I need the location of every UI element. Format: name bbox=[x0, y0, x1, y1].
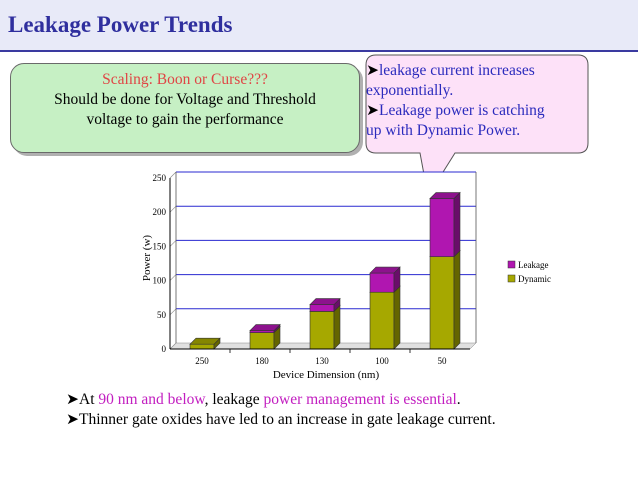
bar-leakage bbox=[249, 330, 275, 333]
x-tick-label: 50 bbox=[438, 356, 448, 366]
bullet-list: ➤At 90 nm and below, leakage power manag… bbox=[66, 390, 496, 430]
y-axis-label: Power (w) bbox=[141, 235, 153, 281]
scaling-note-box: Scaling: Boon or Curse??? Should be done… bbox=[10, 63, 360, 153]
bar-dynamic-top bbox=[189, 337, 221, 345]
gridline-side bbox=[169, 240, 177, 247]
callout-line2: exponentially. bbox=[366, 82, 454, 99]
y-tick-label: 150 bbox=[153, 241, 167, 251]
chart-legend: Leakage Dynamic bbox=[507, 260, 551, 284]
legend-label: Leakage bbox=[518, 260, 548, 270]
bar-leakage-top bbox=[309, 298, 341, 305]
bullet-1: ➤At 90 nm and below, leakage power manag… bbox=[66, 391, 461, 408]
y-tick-label: 0 bbox=[162, 344, 167, 354]
bar-leakage-top bbox=[369, 266, 401, 274]
chart-grid bbox=[169, 171, 477, 350]
arrow-bullet-icon: ➤ bbox=[366, 102, 379, 119]
gridline-side bbox=[169, 308, 177, 316]
title-bar: Leakage Power Trends bbox=[0, 0, 638, 52]
x-tick-label: 250 bbox=[195, 356, 209, 366]
scaling-note-line2: Should be done for Voltage and Threshold bbox=[54, 91, 316, 108]
callout-line3: ➤Leakage power is catching bbox=[366, 102, 545, 119]
legend-swatch bbox=[507, 274, 516, 283]
scaling-note-line1: Scaling: Boon or Curse??? bbox=[102, 71, 268, 88]
gridline-side bbox=[169, 205, 177, 213]
bar-leakage-top bbox=[429, 192, 461, 199]
bar-leakage bbox=[429, 198, 455, 257]
chart-bars bbox=[189, 191, 461, 350]
y-tick-label: 200 bbox=[153, 207, 167, 217]
x-tick-label: 130 bbox=[315, 356, 329, 366]
y-tick-label: 50 bbox=[157, 310, 167, 320]
plot-area bbox=[176, 172, 476, 343]
y-tick-label: 100 bbox=[153, 276, 167, 286]
bar-dynamic bbox=[309, 311, 335, 350]
arrow-bullet-icon: ➤ bbox=[66, 411, 79, 428]
bar-dynamic-side bbox=[393, 285, 401, 350]
bar-leakage bbox=[369, 272, 395, 293]
y-tick-label: 250 bbox=[153, 173, 167, 183]
bar-leakage-top bbox=[249, 324, 281, 331]
scaling-note-line3: voltage to gain the performance bbox=[86, 111, 284, 128]
x-tick-label: 100 bbox=[375, 356, 389, 366]
callout-text: ➤leakage current increases exponentially… bbox=[366, 61, 586, 141]
bar-leakage-side bbox=[453, 191, 461, 258]
arrow-bullet-icon: ➤ bbox=[366, 62, 379, 79]
callout-line1: ➤leakage current increases bbox=[366, 62, 535, 79]
gridline-side bbox=[169, 171, 177, 179]
bar-dynamic bbox=[429, 256, 455, 350]
bar-dynamic-side bbox=[333, 304, 341, 350]
x-tick-label: 180 bbox=[255, 356, 269, 366]
x-axis-label: Device Dimension (nm) bbox=[273, 369, 380, 381]
arrow-bullet-icon: ➤ bbox=[66, 391, 79, 408]
bar-leakage bbox=[309, 304, 335, 312]
chart-axes: 0 50 100 150 200 250 250 180 130 100 50 bbox=[153, 172, 477, 366]
legend-label: Dynamic bbox=[518, 274, 551, 284]
callout-line4: up with Dynamic Power. bbox=[366, 122, 521, 139]
bar-dynamic bbox=[189, 343, 215, 350]
bar-dynamic-side bbox=[453, 249, 461, 350]
bullet-2: ➤Thinner gate oxides have led to an incr… bbox=[66, 411, 496, 428]
gridline-side bbox=[169, 274, 177, 281]
bar-dynamic bbox=[249, 332, 275, 350]
bar-dynamic bbox=[369, 291, 395, 350]
legend-swatch bbox=[507, 260, 516, 269]
gridline-side bbox=[169, 342, 177, 350]
slide-title: Leakage Power Trends bbox=[8, 12, 233, 37]
